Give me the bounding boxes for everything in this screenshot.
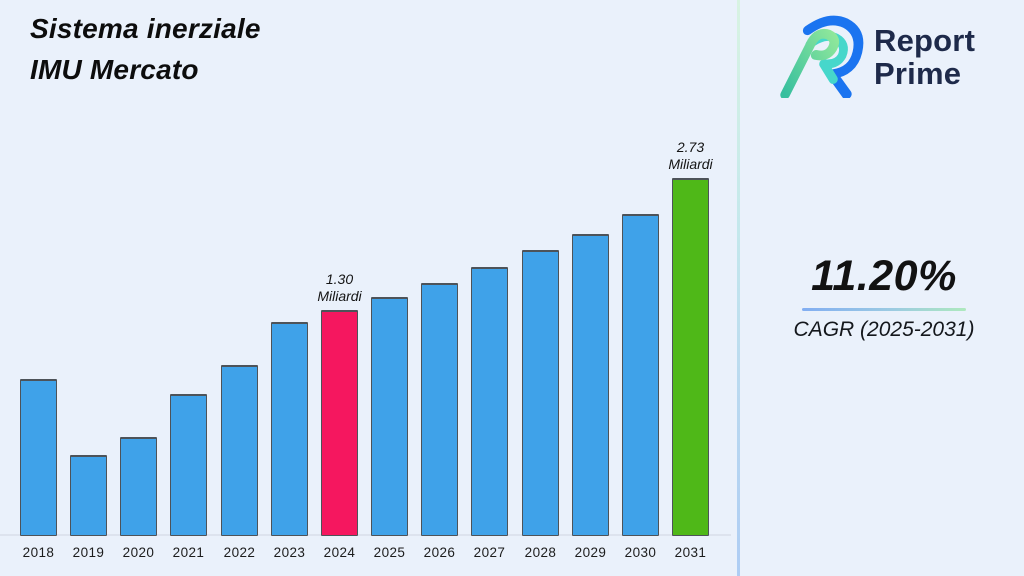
- x-label-2022: 2022: [223, 545, 256, 560]
- page-title-line1: Sistema inerziale: [30, 13, 261, 44]
- brand-name: Report Prime: [874, 24, 975, 90]
- bar-2030: [622, 214, 659, 536]
- bar-2028: [522, 250, 559, 536]
- bar-2020: [120, 437, 157, 536]
- x-label-2028: 2028: [524, 545, 557, 560]
- page-title-line2: IMU Mercato: [30, 54, 199, 85]
- bar-2027: [471, 267, 508, 536]
- value-label-2024: 1.30 Miliardi: [317, 271, 362, 304]
- bar-slot-2024: 2024 1.30 Miliardi: [317, 271, 361, 560]
- bar-slot-2025: 2025: [371, 297, 408, 560]
- page-title: Sistema inerziale IMU Mercato: [30, 8, 261, 90]
- brand-name-line2: Prime: [874, 55, 962, 91]
- x-label-2029: 2029: [574, 545, 607, 560]
- bar-slot-2031: 2031 2.73 Miliardi: [668, 139, 712, 560]
- bar-slot-2030: 2030: [622, 214, 659, 560]
- x-label-2026: 2026: [423, 545, 456, 560]
- bar-slot-2023: 2023: [271, 322, 308, 560]
- x-label-2024: 2024: [323, 545, 356, 560]
- vertical-divider: [737, 0, 740, 576]
- x-label-2027: 2027: [473, 545, 506, 560]
- bar-2024: [321, 310, 358, 536]
- bar-slot-2018: 2018: [20, 379, 57, 560]
- x-label-2031: 2031: [674, 545, 707, 560]
- bar-slot-2027: 2027: [471, 267, 508, 560]
- bar-slot-2021: 2021: [170, 394, 207, 560]
- report-prime-logo-icon: [778, 10, 870, 103]
- x-axis-line: [0, 534, 731, 536]
- x-label-2020: 2020: [122, 545, 155, 560]
- cagr-stat-block: 11.20% CAGR (2025-2031): [775, 252, 993, 342]
- cagr-value: 11.20%: [811, 252, 957, 300]
- bar-2031: [672, 178, 709, 536]
- x-label-2030: 2030: [624, 545, 657, 560]
- bar-slot-2028: 2028: [522, 250, 559, 560]
- bar-2021: [170, 394, 207, 536]
- x-label-2023: 2023: [273, 545, 306, 560]
- bar-2018: [20, 379, 57, 536]
- bar-slot-2022: 2022: [221, 365, 258, 560]
- bar-2019: [70, 455, 107, 536]
- value-label-2031: 2.73 Miliardi: [668, 139, 713, 172]
- brand-name-line1: Report: [874, 22, 976, 58]
- x-label-2018: 2018: [22, 545, 55, 560]
- bar-slot-2020: 2020: [120, 437, 157, 560]
- bar-2022: [221, 365, 258, 536]
- bar-2023: [271, 322, 308, 536]
- bar-2029: [572, 234, 609, 536]
- x-label-2025: 2025: [373, 545, 406, 560]
- brand-logo: Report Prime: [778, 10, 975, 103]
- cagr-underline: [802, 308, 966, 311]
- bar-chart: 2018 2019 2020 2021 2022 2023 2024 1.30 Miliardi…: [0, 139, 731, 560]
- bar-slot-2029: 2029: [572, 234, 609, 560]
- bar-2026: [421, 283, 458, 536]
- cagr-caption: CAGR (2025-2031): [793, 318, 975, 341]
- bar-slot-2019: 2019: [70, 455, 107, 560]
- bar-2025: [371, 297, 408, 536]
- bar-slot-2026: 2026: [421, 283, 458, 560]
- x-label-2019: 2019: [72, 545, 105, 560]
- x-label-2021: 2021: [172, 545, 205, 560]
